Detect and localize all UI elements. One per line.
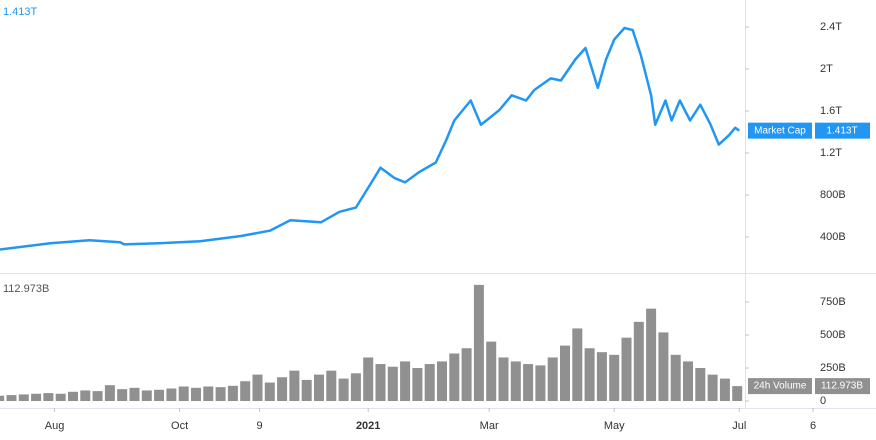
volume-bar bbox=[117, 389, 128, 402]
volume-bar bbox=[719, 378, 730, 402]
volume-bar bbox=[596, 352, 607, 402]
volume-bar bbox=[104, 385, 115, 402]
y-tick-label: 2T bbox=[820, 63, 833, 75]
y-tick-label: 250B bbox=[820, 362, 846, 374]
volume-bar bbox=[190, 387, 201, 402]
volume-bar bbox=[449, 353, 460, 402]
volume-bar bbox=[227, 385, 238, 402]
volume-bar bbox=[141, 390, 152, 402]
y-tick-label: 1.6T bbox=[820, 105, 842, 117]
market-cap-legend: 1.413T bbox=[3, 6, 38, 18]
volume-bar bbox=[621, 337, 632, 402]
volume-bar bbox=[43, 393, 54, 402]
y-tick-label: 800B bbox=[820, 189, 846, 201]
y-tick-label: 1.2T bbox=[820, 147, 842, 159]
volume-bar bbox=[486, 341, 497, 402]
volume-bar bbox=[326, 370, 337, 402]
volume-bar bbox=[350, 373, 361, 402]
volume-bar bbox=[6, 395, 17, 402]
volume-bar bbox=[584, 348, 595, 402]
value-tag-label: 112.973B bbox=[821, 381, 863, 392]
x-tick-label: 2021 bbox=[356, 420, 380, 432]
y-tick-label: 2.4T bbox=[820, 21, 842, 33]
volume-bar bbox=[301, 379, 312, 402]
volume-bar bbox=[436, 361, 447, 402]
volume-bar bbox=[363, 357, 374, 402]
value-tag-label: 1.413T bbox=[826, 125, 857, 136]
volume-bar bbox=[400, 361, 411, 402]
volume-bar bbox=[707, 374, 718, 402]
volume-bar bbox=[240, 381, 251, 402]
series-tag bbox=[748, 378, 812, 395]
volume-bar bbox=[154, 389, 165, 402]
y-tick-label: 400B bbox=[820, 231, 846, 243]
y-tick-label: 0 bbox=[820, 395, 826, 407]
plot bbox=[0, 26, 741, 251]
volume-bar bbox=[609, 354, 620, 402]
plot bbox=[0, 284, 743, 402]
x-tick-label: 6 bbox=[810, 420, 816, 432]
volume-bar bbox=[412, 368, 423, 402]
volume-bar bbox=[178, 386, 189, 402]
volume-bar bbox=[289, 370, 300, 402]
series-tag bbox=[748, 122, 812, 139]
volume-bar bbox=[264, 382, 275, 402]
series-name: 24h Volume bbox=[754, 381, 807, 392]
volume-bar bbox=[498, 357, 509, 402]
volume-bar bbox=[80, 390, 91, 402]
x-tick-label: Aug bbox=[45, 420, 65, 432]
y-tick-label: 500B bbox=[820, 329, 846, 341]
volume-bar bbox=[523, 364, 534, 402]
volume-bar bbox=[375, 364, 386, 402]
volume-bar bbox=[560, 345, 571, 402]
x-tick-label: Oct bbox=[171, 420, 188, 432]
x-tick-label: Jul bbox=[732, 420, 746, 432]
value-tag bbox=[815, 378, 870, 395]
x-tick-label: May bbox=[604, 420, 625, 432]
volume-bar bbox=[510, 361, 521, 402]
volume-bar bbox=[129, 387, 140, 402]
volume-bar bbox=[252, 374, 263, 402]
series-name: Market Cap bbox=[754, 125, 806, 136]
volume-bar bbox=[646, 308, 657, 402]
volume-bar bbox=[424, 364, 435, 402]
volume-bar bbox=[18, 394, 29, 402]
volume-bar bbox=[695, 368, 706, 402]
x-tick-label: Mar bbox=[480, 420, 499, 432]
volume-bar bbox=[572, 328, 583, 402]
volume-bar bbox=[547, 357, 558, 402]
volume-bar bbox=[313, 374, 324, 402]
volume-bar bbox=[387, 366, 398, 402]
volume-bar bbox=[203, 386, 214, 402]
volume-bar bbox=[473, 284, 484, 402]
market-cap-line bbox=[0, 26, 741, 251]
volume-bar bbox=[92, 391, 103, 402]
volume-bar bbox=[338, 378, 349, 402]
volume-bar bbox=[670, 354, 681, 402]
volume-bar bbox=[277, 377, 288, 402]
volume-bar bbox=[683, 361, 694, 402]
volume-bar bbox=[633, 321, 644, 402]
volume-bar bbox=[732, 386, 743, 402]
volume-legend: 112.973B bbox=[3, 283, 49, 295]
volume-bar bbox=[0, 395, 5, 402]
volume-bar bbox=[535, 365, 546, 402]
volume-bar bbox=[215, 387, 226, 402]
x-tick-label: 9 bbox=[256, 420, 262, 432]
volume-bar bbox=[166, 388, 177, 402]
volume-bar bbox=[55, 393, 66, 402]
volume-bar bbox=[461, 348, 472, 402]
value-tag bbox=[815, 122, 870, 139]
volume-bar bbox=[67, 391, 78, 402]
volume-bar bbox=[658, 332, 669, 402]
volume-bar bbox=[31, 393, 42, 402]
y-tick-label: 750B bbox=[820, 296, 846, 308]
